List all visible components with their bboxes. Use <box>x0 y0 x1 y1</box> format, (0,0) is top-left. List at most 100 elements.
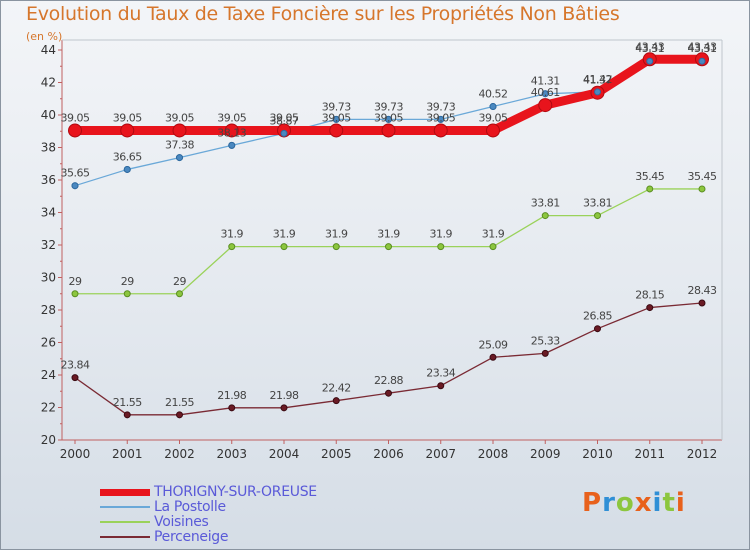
y-tick-label: 34 <box>41 206 56 220</box>
legend-swatch <box>100 488 150 496</box>
data-label-la-postolle: 38.13 <box>217 126 246 139</box>
data-label-voisines: 29 <box>69 275 82 288</box>
data-label-voisines: 31.9 <box>377 228 400 241</box>
data-label-la-postolle: 41.31 <box>531 75 560 88</box>
data-point-perceneige <box>123 411 131 419</box>
logo-letter: i <box>652 488 663 518</box>
axes: 20 22 24 26 28 30 32 34 36 38 40 42 44 2000 2001 2002 20… <box>41 39 723 461</box>
data-label-la-postolle: 38.87 <box>270 114 299 127</box>
data-label-thorigny-sur-oreuse: 39.05 <box>217 111 246 124</box>
data-label-perceneige: 22.42 <box>322 382 351 395</box>
proxiti-logo: Proxiti <box>582 488 686 518</box>
data-point-voisines <box>594 212 601 220</box>
data-point-thorigny-sur-oreuse <box>172 123 187 138</box>
data-point-perceneige <box>646 304 654 312</box>
data-label-la-postolle: 40.52 <box>479 88 508 101</box>
data-point-voisines <box>541 212 549 220</box>
x-tick-label: 2005 <box>321 447 352 461</box>
data-label-voisines: 35.45 <box>688 170 717 183</box>
data-point-la-postolle-top <box>646 57 654 65</box>
data-label-la-postolle: 35.65 <box>61 167 90 180</box>
y-tick-label: 42 <box>41 76 56 90</box>
data-label-voisines: 31.9 <box>221 228 244 241</box>
data-point-thorigny-sur-oreuse <box>329 123 344 138</box>
data-point-voisines <box>332 243 340 251</box>
x-tick-label: 2000 <box>60 447 91 461</box>
data-point-perceneige <box>176 411 183 419</box>
legend-label: THORIGNY-SUR-OREUSE <box>154 484 317 500</box>
x-tick-label: 2009 <box>530 447 561 461</box>
data-point-voisines <box>489 243 497 251</box>
data-point-thorigny-sur-oreuse <box>433 123 448 138</box>
y-tick-label: 20 <box>41 433 56 447</box>
data-point-voisines <box>176 290 183 298</box>
data-label-la-postolle: 37.38 <box>165 139 194 152</box>
data-point-voisines <box>228 243 236 251</box>
data-point-perceneige <box>489 353 497 361</box>
data-label-thorigny-sur-oreuse: 39.05 <box>113 111 142 124</box>
data-point-la-postolle-top <box>385 115 392 123</box>
y-tick-label: 30 <box>41 271 56 285</box>
logo-letter: r <box>602 488 616 518</box>
data-label-la-postolle: 43.31 <box>688 42 717 55</box>
logo-letter: t <box>662 488 676 518</box>
data-label-voisines: 29 <box>173 275 186 288</box>
legend-label: La Postolle <box>154 499 226 515</box>
series-layer <box>68 52 709 419</box>
data-label-perceneige: 25.33 <box>531 334 560 347</box>
data-point-perceneige <box>594 325 601 333</box>
data-label-perceneige: 23.34 <box>426 367 455 380</box>
data-label-perceneige: 21.55 <box>165 396 194 409</box>
data-label-la-postolle: 39.73 <box>322 100 351 113</box>
y-tick-label: 28 <box>41 303 56 317</box>
y-tick-label: 40 <box>41 108 56 122</box>
data-point-la-postolle-top <box>594 88 601 96</box>
legend-swatch <box>100 506 150 508</box>
data-label-thorigny-sur-oreuse: 39.05 <box>270 111 299 124</box>
data-point-voisines <box>280 243 288 251</box>
data-label-perceneige: 28.43 <box>688 284 717 297</box>
data-point-perceneige <box>385 389 392 397</box>
data-point-perceneige <box>280 404 288 412</box>
data-point-la-postolle-top <box>541 90 549 98</box>
data-label-voisines: 29 <box>121 275 134 288</box>
data-point-thorigny-sur-oreuse <box>120 123 135 138</box>
x-tick-label: 2012 <box>687 447 718 461</box>
x-tick-label: 2002 <box>164 447 195 461</box>
data-label-thorigny-sur-oreuse: 39.05 <box>61 111 90 124</box>
data-point-la-postolle-top <box>437 115 445 123</box>
y-tick-label: 44 <box>41 43 56 57</box>
data-label-voisines: 33.81 <box>531 197 560 210</box>
unit-label: (en %) <box>26 30 63 43</box>
data-point-perceneige <box>71 374 79 382</box>
data-point-la-postolle-top <box>489 103 497 111</box>
data-label-voisines: 31.9 <box>482 228 505 241</box>
logo-letter: x <box>634 488 653 518</box>
data-label-thorigny-sur-oreuse: 39.05 <box>426 111 455 124</box>
data-label-perceneige: 25.09 <box>479 338 508 351</box>
data-label-thorigny-sur-oreuse: 41.37 <box>583 74 612 87</box>
data-point-la-postolle-top <box>228 141 236 149</box>
data-point-thorigny-sur-oreuse <box>538 98 553 113</box>
x-tick-label: 2004 <box>269 447 300 461</box>
data-label-la-postolle: 43.31 <box>635 42 664 55</box>
x-tick-label: 2001 <box>112 447 143 461</box>
data-label-thorigny-sur-oreuse: 39.05 <box>479 111 508 124</box>
data-label-thorigny-sur-oreuse: 39.05 <box>322 111 351 124</box>
data-point-perceneige <box>698 299 706 307</box>
data-point-la-postolle-top <box>71 182 79 190</box>
data-label-thorigny-sur-oreuse: 43.43 <box>688 40 717 53</box>
y-tick-label: 36 <box>41 173 56 187</box>
logo-letter: i <box>675 488 686 518</box>
data-point-voisines <box>698 185 706 193</box>
data-label-perceneige: 23.84 <box>61 359 90 372</box>
data-label-perceneige: 26.85 <box>583 310 612 323</box>
data-label-la-postolle: 41.42 <box>583 73 612 86</box>
data-point-thorigny-sur-oreuse <box>381 123 396 138</box>
legend-label: Perceneige <box>154 529 229 545</box>
legend-swatch <box>100 536 150 538</box>
data-point-thorigny-sur-oreuse <box>224 123 239 138</box>
x-tick-label: 2011 <box>634 447 665 461</box>
